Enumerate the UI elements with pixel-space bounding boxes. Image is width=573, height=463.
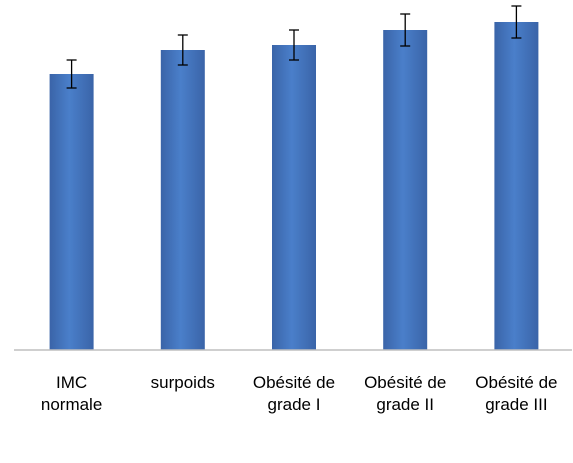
bar [160, 50, 205, 350]
x-tick-label: Obésité de grade II [364, 373, 447, 414]
x-tick-label: IMC normale [40, 373, 103, 414]
bar [494, 22, 539, 350]
x-tick-label: Obésité de grade I [252, 373, 336, 414]
bar [49, 74, 94, 350]
error-bar [66, 59, 77, 89]
x-tick-label: surpoids [150, 373, 215, 392]
bar [272, 45, 316, 350]
error-bar [511, 5, 522, 39]
x-tick-label: Obésité de grade III [475, 373, 558, 414]
bar [383, 30, 428, 350]
error-bar [400, 13, 411, 47]
error-bar [289, 29, 299, 61]
error-bar [177, 34, 188, 66]
